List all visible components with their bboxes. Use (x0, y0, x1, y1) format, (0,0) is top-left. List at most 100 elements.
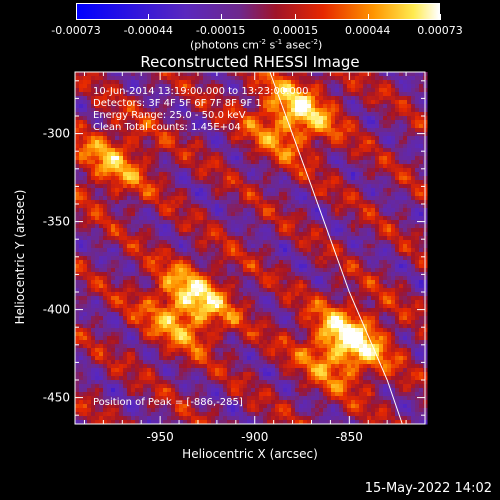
heatmap-cell (323, 160, 328, 165)
heatmap-cell (211, 280, 216, 285)
heatmap-cell (367, 224, 372, 229)
heatmap-cell (203, 164, 208, 169)
heatmap-cell (171, 84, 176, 89)
heatmap-cell (331, 100, 336, 105)
heatmap-cell (411, 280, 416, 285)
heatmap-cell (347, 188, 352, 193)
heatmap-cell (295, 112, 300, 117)
heatmap-cell (211, 292, 216, 297)
heatmap-cell (199, 284, 204, 289)
heatmap-cell (371, 96, 376, 101)
heatmap-cell (347, 180, 352, 185)
heatmap-cell (323, 248, 328, 253)
heatmap-cell (347, 264, 352, 269)
heatmap-cell (315, 104, 320, 109)
heatmap-cell (107, 136, 112, 141)
heatmap-cell (175, 228, 180, 233)
heatmap-cell (267, 232, 272, 237)
heatmap-cell (199, 216, 204, 221)
heatmap-cell (163, 84, 168, 89)
heatmap-cell (351, 116, 356, 121)
heatmap-cell (399, 88, 404, 93)
heatmap-cell (231, 84, 236, 89)
heatmap-cell (131, 76, 136, 81)
heatmap-cell (227, 276, 232, 281)
heatmap-cell (123, 252, 128, 257)
heatmap-cell (191, 188, 196, 193)
heatmap-cell (267, 264, 272, 269)
heatmap-cell (403, 140, 408, 145)
heatmap-cell (271, 100, 276, 105)
heatmap-cell (251, 288, 256, 293)
heatmap-cell (267, 176, 272, 181)
heatmap-cell (355, 128, 360, 133)
heatmap-cell (91, 112, 96, 117)
heatmap-cell (387, 220, 392, 225)
heatmap-cell (383, 160, 388, 165)
heatmap-cell (267, 116, 272, 121)
heatmap-cell (179, 244, 184, 249)
heatmap-cell (231, 136, 236, 141)
heatmap-cell (143, 204, 148, 209)
heatmap-cell (311, 228, 316, 233)
heatmap-cell (343, 232, 348, 237)
heatmap-cell (203, 264, 208, 269)
heatmap-cell (411, 208, 416, 213)
heatmap-cell (347, 136, 352, 141)
heatmap-cell (351, 168, 356, 173)
heatmap-cell (127, 192, 132, 197)
heatmap-cell (351, 88, 356, 93)
heatmap-cell (399, 108, 404, 113)
heatmap-cell (179, 280, 184, 285)
heatmap-cell (351, 84, 356, 89)
heatmap-cell (223, 288, 228, 293)
heatmap-cell (395, 280, 400, 285)
heatmap-cell (91, 264, 96, 269)
heatmap-cell (223, 76, 228, 81)
heatmap-cell (339, 76, 344, 81)
heatmap-cell (367, 104, 372, 109)
heatmap-cell (255, 244, 260, 249)
heatmap-cell (395, 116, 400, 121)
heatmap-cell (395, 200, 400, 205)
heatmap-cell (287, 152, 292, 157)
heatmap-cell (355, 92, 360, 97)
heatmap-cell (123, 184, 128, 189)
heatmap-cell (403, 108, 408, 113)
heatmap-cell (247, 244, 252, 249)
heatmap-cell (163, 96, 168, 101)
heatmap-cell (327, 96, 332, 101)
heatmap-cell (287, 288, 292, 293)
heatmap-cell (191, 96, 196, 101)
heatmap-cell (131, 228, 136, 233)
heatmap-cell (127, 112, 132, 117)
heatmap-cell (167, 104, 172, 109)
heatmap-cell (179, 208, 184, 213)
heatmap-cell (275, 156, 280, 161)
heatmap-cell (107, 180, 112, 185)
heatmap-cell (211, 132, 216, 137)
heatmap-cell (231, 228, 236, 233)
heatmap-cell (143, 92, 148, 97)
heatmap-cell (335, 160, 340, 165)
heatmap-cell (231, 164, 236, 169)
heatmap-cell (143, 116, 148, 121)
heatmap-cell (155, 132, 160, 137)
heatmap-cell (99, 76, 104, 81)
heatmap-cell (375, 152, 380, 157)
heatmap-cell (391, 72, 396, 77)
heatmap-cell (391, 160, 396, 165)
heatmap-cell (163, 248, 168, 253)
heatmap-cell (375, 72, 380, 77)
heatmap-cell (187, 284, 192, 289)
heatmap-cell (243, 124, 248, 129)
heatmap-cell (131, 100, 136, 105)
heatmap-cell (115, 208, 120, 213)
heatmap-cell (95, 76, 100, 81)
heatmap-cell (363, 248, 368, 253)
heatmap-cell (239, 96, 244, 101)
heatmap-cell (315, 188, 320, 193)
heatmap-cell (115, 160, 120, 165)
heatmap-cell (307, 144, 312, 149)
heatmap-cell (219, 84, 224, 89)
